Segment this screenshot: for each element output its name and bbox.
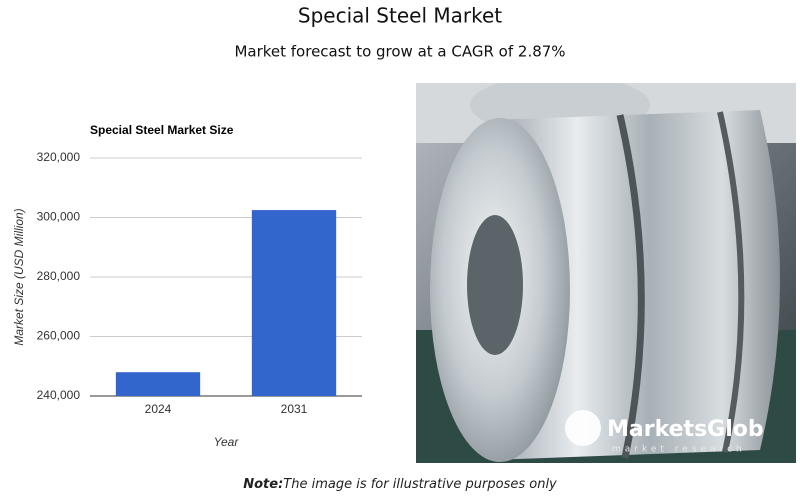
x-axis-label: Year — [214, 435, 240, 449]
y-tick-label: 280,000 — [37, 269, 81, 283]
bar-chart: Special Steel Market Size Market Size (U… — [12, 123, 362, 449]
logo-subtext: market research — [612, 445, 746, 455]
y-axis-label: Market Size (USD Million) — [12, 208, 26, 345]
note-text: The image is for illustrative purposes o… — [283, 477, 557, 492]
y-tick-label: 300,000 — [37, 210, 81, 224]
note-label: Note: — [243, 477, 283, 492]
y-tick-label: 240,000 — [37, 388, 81, 402]
chart-title: Special Steel Market Size — [90, 123, 234, 137]
bar — [115, 372, 201, 396]
x-tick-label: 2024 — [145, 402, 172, 416]
page-title: Special Steel Market — [298, 4, 502, 28]
y-tick-label: 260,000 — [37, 329, 81, 343]
logo-text: MarketsGlob — [607, 417, 764, 442]
page-subtitle: Market forecast to grow at a CAGR of 2.8… — [234, 43, 565, 61]
y-tick-label: 320,000 — [37, 150, 81, 164]
steel-coil-photo: MarketsGlob market research — [416, 83, 796, 463]
x-tick-label: 2031 — [281, 402, 308, 416]
note: Note:The image is for illustrative purpo… — [243, 477, 557, 492]
bar — [251, 210, 337, 396]
